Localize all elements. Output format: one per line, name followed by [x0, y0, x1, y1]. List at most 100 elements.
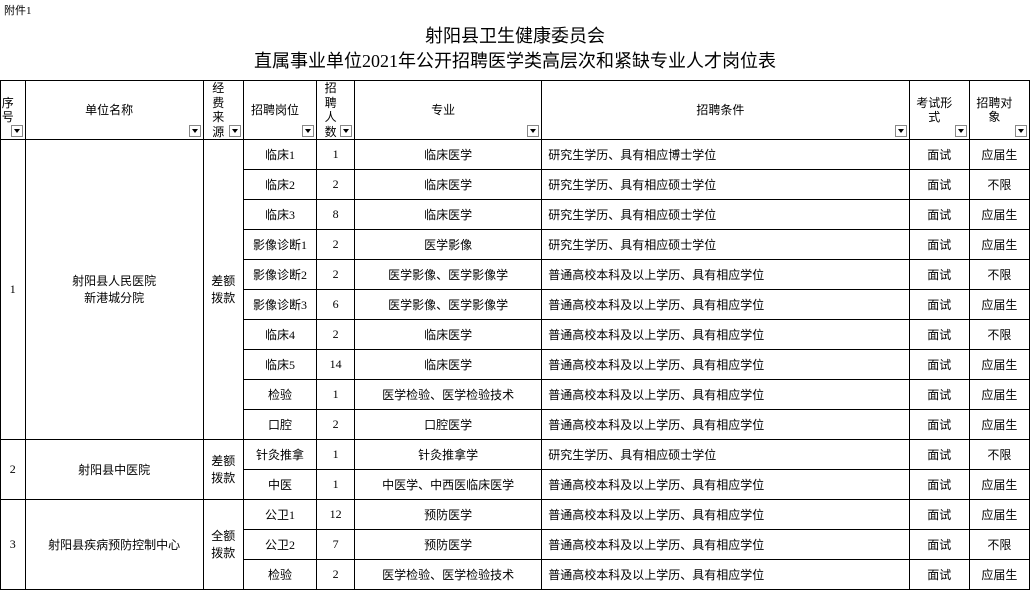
cell-target: 应届生 [969, 499, 1029, 529]
cell-exam: 面试 [909, 379, 969, 409]
cell-major: 临床医学 [355, 349, 542, 379]
title-line-2: 直属事业单位2021年公开招聘医学类高层次和紧缺专业人才岗位表 [0, 49, 1030, 74]
cell-post: 临床5 [243, 349, 317, 379]
table-row: 2射阳县中医院差额拨款针灸推拿1针灸推拿学研究生学历、具有相应硕士学位面试不限 [1, 439, 1030, 469]
cell-count: 1 [317, 439, 355, 469]
header-label-unit: 单位名称 [85, 103, 133, 117]
cell-major: 口腔医学 [355, 409, 542, 439]
header-label-fund: 经费来源 [208, 81, 229, 139]
cell-exam: 面试 [909, 529, 969, 559]
cell-cond: 研究生学历、具有相应硕士学位 [542, 169, 910, 199]
cell-post: 检验 [243, 379, 317, 409]
cell-count: 2 [317, 319, 355, 349]
header-exam: 考试形式 [909, 81, 969, 140]
cell-exam: 面试 [909, 289, 969, 319]
cell-target: 应届生 [969, 139, 1029, 169]
cell-seq: 3 [1, 499, 26, 589]
cell-exam: 面试 [909, 559, 969, 589]
header-post: 招聘岗位 [243, 81, 317, 140]
cell-unit: 射阳县疾病预防控制中心 [25, 499, 203, 589]
cell-major: 医学影像 [355, 229, 542, 259]
cell-count: 12 [317, 499, 355, 529]
table-row: 3射阳县疾病预防控制中心全额拨款公卫112预防医学普通高校本科及以上学历、具有相… [1, 499, 1030, 529]
filter-dropdown-icon[interactable] [527, 125, 539, 137]
cell-post: 临床1 [243, 139, 317, 169]
cell-major: 医学影像、医学影像学 [355, 289, 542, 319]
cell-count: 2 [317, 259, 355, 289]
cell-target: 应届生 [969, 199, 1029, 229]
header-label-seq: 序号 [2, 96, 14, 125]
cell-count: 6 [317, 289, 355, 319]
cell-count: 1 [317, 139, 355, 169]
cell-cond: 研究生学历、具有相应博士学位 [542, 139, 910, 169]
header-major: 专业 [355, 81, 542, 140]
filter-dropdown-icon[interactable] [189, 125, 201, 137]
cell-target: 应届生 [969, 559, 1029, 589]
cell-exam: 面试 [909, 409, 969, 439]
cell-major: 临床医学 [355, 319, 542, 349]
filter-dropdown-icon[interactable] [302, 125, 314, 137]
cell-major: 针灸推拿学 [355, 439, 542, 469]
cell-count: 2 [317, 409, 355, 439]
cell-target: 不限 [969, 259, 1029, 289]
header-label-post: 招聘岗位 [251, 103, 299, 117]
cell-exam: 面试 [909, 229, 969, 259]
cell-fund: 差额拨款 [203, 139, 243, 439]
cell-target: 应届生 [969, 469, 1029, 499]
cell-major: 预防医学 [355, 499, 542, 529]
filter-dropdown-icon[interactable] [340, 125, 352, 137]
cell-exam: 面试 [909, 499, 969, 529]
title-line-1: 射阳县卫生健康委员会 [0, 24, 1030, 49]
cell-major: 医学检验、医学检验技术 [355, 559, 542, 589]
cell-target: 不限 [969, 169, 1029, 199]
cell-exam: 面试 [909, 469, 969, 499]
cell-target: 应届生 [969, 349, 1029, 379]
title-block: 射阳县卫生健康委员会 直属事业单位2021年公开招聘医学类高层次和紧缺专业人才岗… [0, 20, 1030, 80]
header-label-target: 招聘对象 [974, 96, 1015, 125]
positions-table: 序号单位名称经费来源招聘岗位招聘人数专业招聘条件考试形式招聘对象 1射阳县人民医… [0, 80, 1030, 590]
cell-cond: 普通高校本科及以上学历、具有相应学位 [542, 499, 910, 529]
sheet: 附件1 射阳县卫生健康委员会 直属事业单位2021年公开招聘医学类高层次和紧缺专… [0, 0, 1030, 590]
header-seq: 序号 [1, 81, 26, 140]
cell-major: 临床医学 [355, 169, 542, 199]
cell-major: 临床医学 [355, 199, 542, 229]
cell-cond: 研究生学历、具有相应硕士学位 [542, 229, 910, 259]
header-unit: 单位名称 [25, 81, 203, 140]
cell-post: 口腔 [243, 409, 317, 439]
cell-target: 不限 [969, 319, 1029, 349]
cell-cond: 普通高校本科及以上学历、具有相应学位 [542, 289, 910, 319]
filter-dropdown-icon[interactable] [895, 125, 907, 137]
cell-post: 公卫1 [243, 499, 317, 529]
cell-cond: 普通高校本科及以上学历、具有相应学位 [542, 469, 910, 499]
cell-cond: 普通高校本科及以上学历、具有相应学位 [542, 559, 910, 589]
cell-post: 中医 [243, 469, 317, 499]
cell-exam: 面试 [909, 259, 969, 289]
cell-exam: 面试 [909, 319, 969, 349]
cell-cond: 普通高校本科及以上学历、具有相应学位 [542, 259, 910, 289]
cell-count: 1 [317, 469, 355, 499]
cell-seq: 2 [1, 439, 26, 499]
filter-dropdown-icon[interactable] [11, 125, 23, 137]
table-row: 1射阳县人民医院新港城分院差额拨款临床11临床医学研究生学历、具有相应博士学位面… [1, 139, 1030, 169]
filter-dropdown-icon[interactable] [955, 125, 967, 137]
cell-cond: 普通高校本科及以上学历、具有相应学位 [542, 409, 910, 439]
filter-dropdown-icon[interactable] [1015, 125, 1027, 137]
header-target: 招聘对象 [969, 81, 1029, 140]
cell-exam: 面试 [909, 169, 969, 199]
cell-post: 针灸推拿 [243, 439, 317, 469]
cell-target: 应届生 [969, 409, 1029, 439]
filter-dropdown-icon[interactable] [229, 125, 241, 137]
cell-post: 临床3 [243, 199, 317, 229]
header-label-cond: 招聘条件 [696, 103, 744, 117]
cell-post: 临床2 [243, 169, 317, 199]
cell-exam: 面试 [909, 349, 969, 379]
cell-post: 影像诊断2 [243, 259, 317, 289]
cell-target: 不限 [969, 439, 1029, 469]
cell-seq: 1 [1, 139, 26, 439]
cell-fund: 差额拨款 [203, 439, 243, 499]
cell-count: 8 [317, 199, 355, 229]
cell-count: 7 [317, 529, 355, 559]
cell-target: 应届生 [969, 289, 1029, 319]
cell-post: 临床4 [243, 319, 317, 349]
cell-count: 1 [317, 379, 355, 409]
